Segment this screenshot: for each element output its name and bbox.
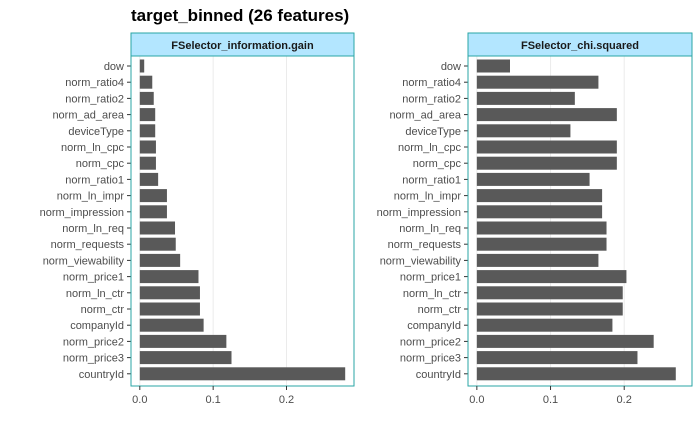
x-tick-label: 0.0 xyxy=(132,394,147,406)
bar xyxy=(139,318,204,332)
y-tick-label: countryId xyxy=(416,369,461,381)
bar xyxy=(476,205,603,219)
y-tick-label: norm_ratio4 xyxy=(65,77,124,89)
bar xyxy=(139,367,346,381)
y-tick-label: norm_impression xyxy=(377,207,461,219)
y-tick-label: norm_price3 xyxy=(400,353,461,365)
y-tick-label: norm_impression xyxy=(40,207,124,219)
bar xyxy=(139,108,156,122)
bar xyxy=(139,205,167,219)
chart-title: target_binned (26 features) xyxy=(131,6,350,25)
x-tick-label: 0.2 xyxy=(279,394,294,406)
bar xyxy=(476,75,599,89)
bar xyxy=(476,189,603,203)
bar xyxy=(139,302,200,316)
facet-strip-label: FSelector_chi.squared xyxy=(521,40,639,52)
y-tick-label: norm_cpc xyxy=(413,158,462,170)
y-tick-label: companyId xyxy=(407,320,461,332)
bar xyxy=(476,59,510,73)
y-tick-label: norm_price2 xyxy=(400,336,461,348)
y-tick-label: norm_requests xyxy=(388,239,462,251)
y-tick-label: dow xyxy=(441,61,461,73)
bar xyxy=(476,318,613,332)
bar xyxy=(476,124,571,138)
y-tick-label: norm_ratio2 xyxy=(402,93,461,105)
panel-border xyxy=(130,55,355,387)
y-tick-label: norm_price3 xyxy=(63,353,124,365)
bar xyxy=(476,140,617,154)
y-tick-label: norm_ln_impr xyxy=(57,191,125,203)
y-tick-label: norm_ratio2 xyxy=(65,93,124,105)
bar xyxy=(476,221,607,235)
bar xyxy=(139,124,156,138)
y-tick-label: norm_ratio1 xyxy=(65,174,124,186)
bar xyxy=(476,172,590,186)
bar xyxy=(476,302,623,316)
bar xyxy=(139,156,156,170)
bar xyxy=(139,237,176,251)
y-tick-label: deviceType xyxy=(68,126,124,138)
bar xyxy=(139,270,199,284)
bar xyxy=(476,286,623,300)
y-tick-label: norm_price1 xyxy=(400,272,461,284)
bar xyxy=(476,156,617,170)
y-tick-label: norm_ln_ctr xyxy=(403,288,461,300)
x-tick-label: 0.1 xyxy=(543,394,558,406)
y-tick-label: norm_price2 xyxy=(63,336,124,348)
facet-strip-label: FSelector_information.gain xyxy=(171,40,314,52)
y-tick-label: norm_ad_area xyxy=(389,110,461,122)
bar xyxy=(476,108,617,122)
y-tick-label: norm_viewability xyxy=(380,255,462,267)
y-tick-label: norm_ad_area xyxy=(52,110,124,122)
bar xyxy=(139,172,159,186)
bar xyxy=(139,334,227,348)
bar xyxy=(476,367,676,381)
bar xyxy=(139,189,167,203)
x-tick-label: 0.2 xyxy=(617,394,632,406)
x-tick-label: 0.0 xyxy=(469,394,484,406)
y-tick-label: norm_ln_cpc xyxy=(398,142,461,154)
y-tick-label: countryId xyxy=(79,369,124,381)
bar xyxy=(476,237,607,251)
y-tick-label: norm_ctr xyxy=(418,304,462,316)
y-tick-label: norm_ln_impr xyxy=(394,191,462,203)
y-tick-label: norm_ctr xyxy=(81,304,125,316)
bar xyxy=(476,253,599,267)
x-tick-label: 0.1 xyxy=(206,394,221,406)
y-tick-label: norm_ln_cpc xyxy=(61,142,124,154)
bar xyxy=(476,334,654,348)
y-tick-label: norm_ln_req xyxy=(399,223,461,235)
y-tick-label: dow xyxy=(104,61,124,73)
bar xyxy=(139,286,200,300)
y-tick-label: norm_ln_ctr xyxy=(66,288,124,300)
bar xyxy=(139,140,156,154)
panel-border xyxy=(467,55,693,387)
bar xyxy=(139,91,154,105)
bar xyxy=(139,221,176,235)
bar xyxy=(476,351,638,365)
y-tick-label: norm_requests xyxy=(51,239,125,251)
y-tick-label: norm_viewability xyxy=(43,255,125,267)
y-tick-label: norm_cpc xyxy=(76,158,125,170)
bar xyxy=(139,351,232,365)
y-tick-label: companyId xyxy=(70,320,124,332)
bar xyxy=(139,75,153,89)
y-tick-label: norm_ratio1 xyxy=(402,174,461,186)
y-tick-label: norm_ratio4 xyxy=(402,77,461,89)
bar xyxy=(476,270,627,284)
bar xyxy=(476,91,575,105)
y-tick-label: norm_ln_req xyxy=(62,223,124,235)
y-tick-label: deviceType xyxy=(405,126,461,138)
bar xyxy=(139,59,145,73)
bar xyxy=(139,253,181,267)
y-tick-label: norm_price1 xyxy=(63,272,124,284)
